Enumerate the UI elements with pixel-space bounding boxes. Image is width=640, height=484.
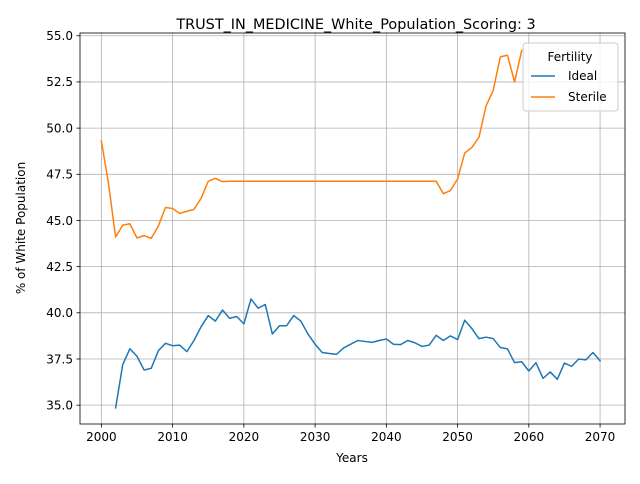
y-tick-label: 52.5 [46,75,73,89]
y-tick-label: 45.0 [46,214,73,228]
axis-ticks: 2000 2010 2020 2030 2040 2050 2060 2070 35.0 37.5… [46,29,615,444]
x-tick-label: 2020 [229,430,260,444]
x-tick-label: 2000 [86,430,117,444]
x-tick-label: 2040 [371,430,402,444]
y-tick-label: 35.0 [46,398,73,412]
y-tick-label: 47.5 [46,168,73,182]
legend-label-sterile: Sterile [568,90,607,104]
x-tick-label: 2060 [514,430,545,444]
x-tick-label: 2030 [300,430,331,444]
y-tick-label: 55.0 [46,29,73,43]
legend-label-ideal: Ideal [568,69,597,83]
plot-area-frame [79,32,626,425]
data-series [100,49,602,409]
series-line-ideal [114,298,602,409]
x-tick-label: 2010 [157,430,188,444]
x-tick-label: 2070 [585,430,616,444]
y-tick-label: 37.5 [46,352,73,366]
grid-lines [80,33,625,424]
x-tick-label: 2050 [442,430,473,444]
series-line-sterile [100,49,523,240]
legend: Fertility Ideal Sterile [522,42,619,112]
legend-title: Fertility [547,50,592,64]
y-tick-label: 40.0 [46,306,73,320]
chart-title: TRUST_IN_MEDICINE_White_Population_Scori… [175,17,535,33]
y-tick-label: 50.0 [46,121,73,135]
legend-box [522,42,619,112]
y-tick-label: 42.5 [46,260,73,274]
x-axis-label: Years [335,451,368,465]
y-axis-label: % of White Population [14,162,28,294]
